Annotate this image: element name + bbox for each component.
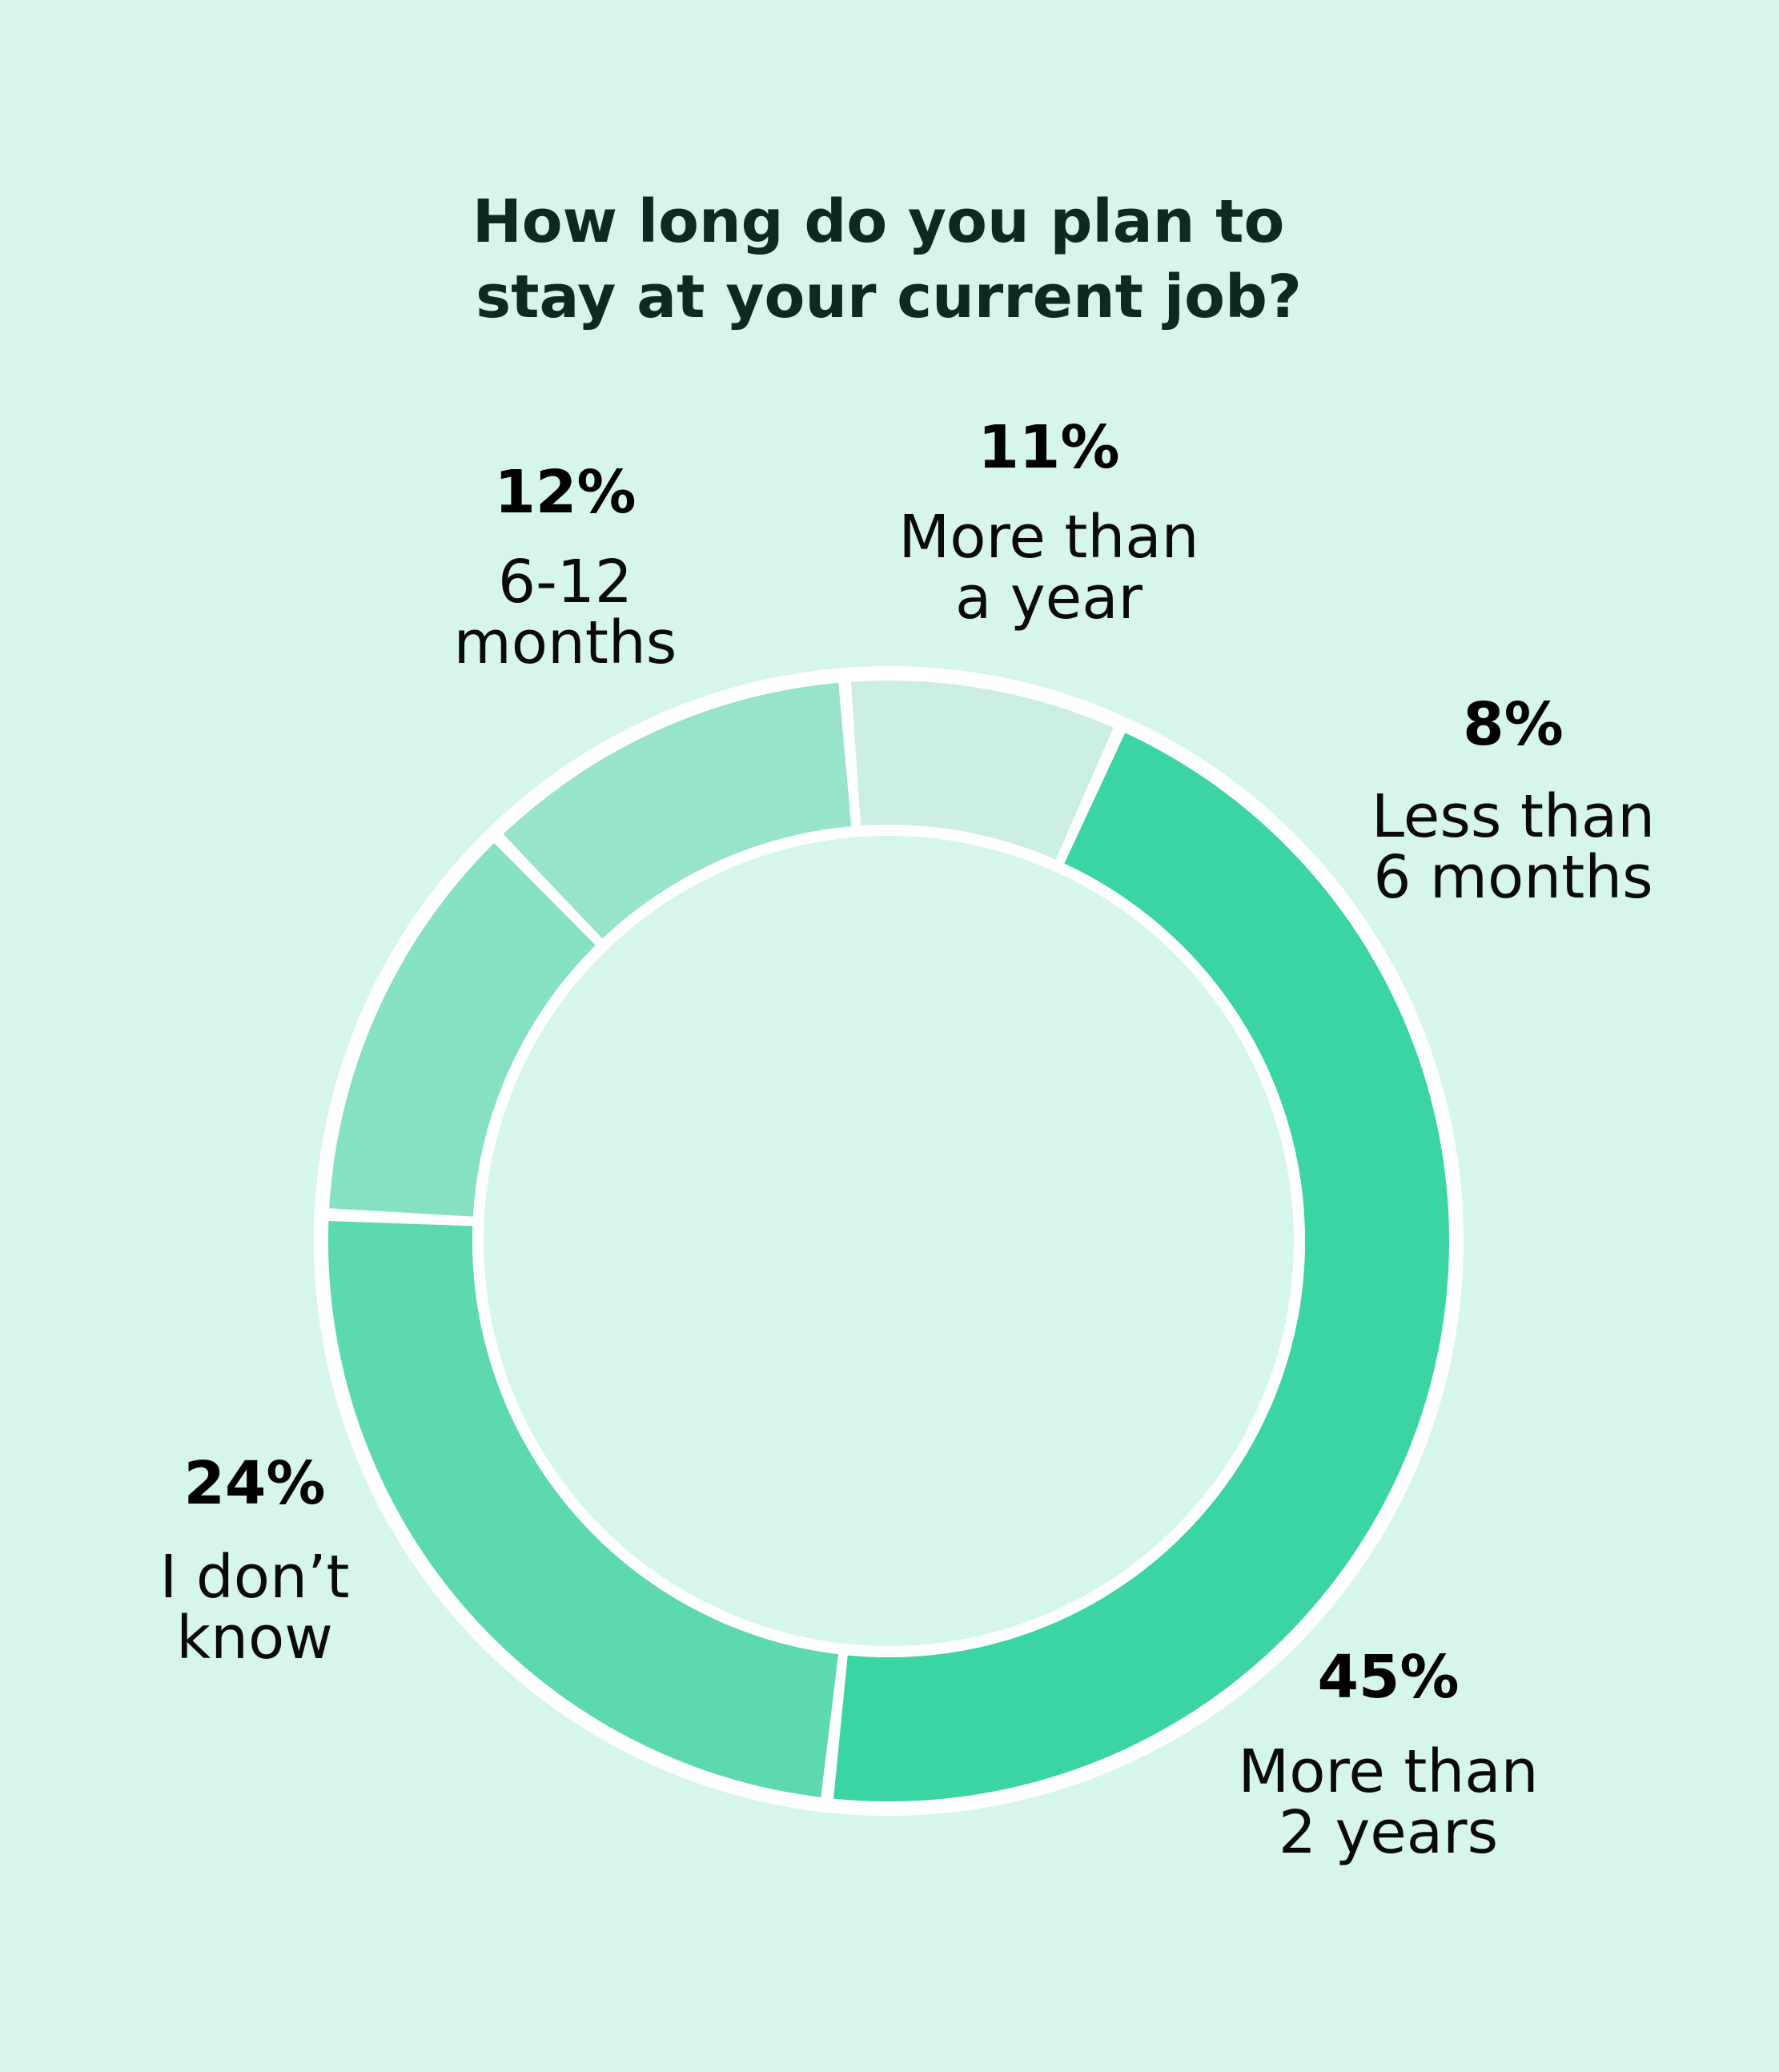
category-label-i-dont-know-line-2: know bbox=[176, 1604, 333, 1672]
category-label-6-12-months-line-1: 6-12 bbox=[498, 548, 632, 616]
category-label-less-than-6-months-line-1: Less than bbox=[1371, 782, 1655, 851]
category-label-more-than-a-year-line-2: a year bbox=[955, 564, 1143, 632]
category-label-more-than-a-year-line-1: More than bbox=[898, 503, 1199, 572]
value-label-i-dont-know: 24% bbox=[183, 1449, 325, 1518]
value-label-more-than-2-years: 45% bbox=[1317, 1643, 1459, 1712]
slice-6-12-months bbox=[329, 842, 596, 1217]
category-label-more-than-2-years-line-1: More than bbox=[1238, 1737, 1538, 1806]
value-label-less-than-6-months: 8% bbox=[1463, 690, 1564, 759]
value-label-more-than-a-year: 11% bbox=[978, 413, 1119, 482]
donut-hole bbox=[484, 836, 1294, 1646]
slice-i-dont-know bbox=[328, 1220, 839, 1797]
category-label-less-than-6-months-line-2: 6 months bbox=[1373, 843, 1653, 912]
donut-slices bbox=[328, 681, 1450, 1802]
chart-title: How long do you plan to stay at your cur… bbox=[472, 187, 1305, 331]
slice-more-than-2-years bbox=[833, 733, 1450, 1802]
slice-less-than-6-months bbox=[850, 681, 1114, 860]
category-label-i-dont-know-line-1: I don’t bbox=[159, 1543, 349, 1612]
slice-more-than-a-year bbox=[503, 682, 852, 939]
category-label-more-than-2-years-line-2: 2 years bbox=[1279, 1798, 1498, 1867]
chart-title-line-2: stay at your current job? bbox=[476, 263, 1302, 331]
category-label-6-12-months-line-2: months bbox=[454, 608, 677, 677]
value-label-6-12-months: 12% bbox=[494, 458, 636, 527]
chart-title-line-1: How long do you plan to bbox=[472, 187, 1285, 256]
